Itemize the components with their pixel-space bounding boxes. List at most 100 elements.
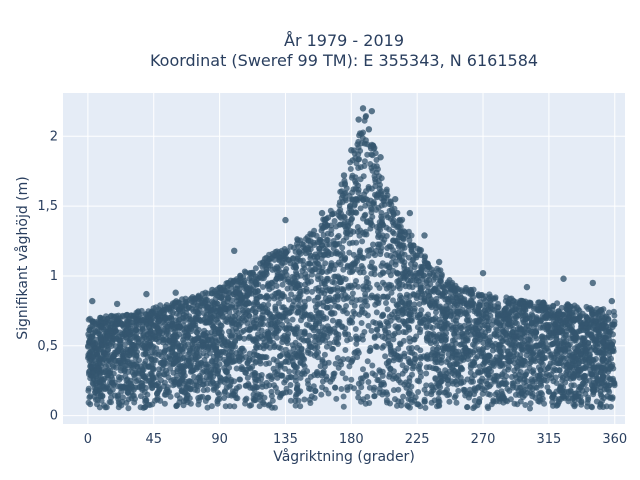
data-point bbox=[565, 361, 572, 368]
data-point bbox=[361, 231, 368, 238]
data-point bbox=[187, 368, 194, 375]
data-point bbox=[167, 314, 174, 321]
data-point bbox=[183, 298, 190, 305]
data-point bbox=[176, 347, 183, 354]
data-point bbox=[121, 385, 128, 391]
data-point bbox=[256, 394, 263, 400]
data-point bbox=[135, 308, 142, 315]
data-point bbox=[377, 251, 384, 258]
data-point bbox=[415, 401, 422, 408]
data-point bbox=[493, 326, 500, 333]
data-point bbox=[387, 252, 394, 259]
data-point bbox=[508, 344, 515, 351]
data-point bbox=[534, 372, 541, 379]
data-point bbox=[341, 177, 348, 184]
data-point bbox=[180, 311, 187, 318]
data-point bbox=[287, 280, 294, 287]
data-point bbox=[473, 326, 480, 333]
data-point bbox=[102, 363, 109, 370]
data-point bbox=[550, 303, 557, 310]
data-point bbox=[87, 393, 94, 400]
data-point bbox=[195, 310, 202, 317]
data-point bbox=[174, 340, 181, 347]
data-point bbox=[311, 227, 318, 234]
data-point bbox=[502, 298, 509, 304]
data-point bbox=[584, 399, 591, 406]
data-point bbox=[383, 224, 390, 231]
data-point bbox=[267, 338, 274, 345]
data-point bbox=[93, 336, 100, 343]
data-point bbox=[183, 362, 190, 369]
data-point bbox=[339, 370, 346, 377]
data-point bbox=[314, 354, 321, 361]
data-point bbox=[339, 275, 346, 282]
data-point bbox=[430, 387, 437, 394]
data-point bbox=[161, 400, 168, 407]
data-point bbox=[434, 322, 441, 329]
data-point bbox=[122, 346, 129, 353]
data-point bbox=[163, 335, 170, 342]
data-point bbox=[390, 247, 396, 254]
data-point bbox=[362, 298, 369, 305]
data-point bbox=[302, 274, 309, 281]
data-point bbox=[588, 371, 595, 378]
data-point bbox=[570, 401, 577, 408]
data-point bbox=[468, 286, 474, 293]
data-point bbox=[462, 344, 469, 351]
data-point bbox=[347, 202, 354, 209]
data-point bbox=[490, 398, 497, 405]
data-point bbox=[375, 234, 382, 240]
data-point bbox=[271, 295, 278, 302]
data-point bbox=[377, 322, 384, 328]
data-point bbox=[472, 333, 479, 340]
data-point bbox=[383, 186, 390, 193]
data-point bbox=[339, 250, 346, 257]
data-point bbox=[505, 308, 512, 315]
data-point bbox=[498, 354, 505, 360]
data-point bbox=[538, 317, 545, 324]
data-point bbox=[289, 316, 296, 323]
data-point bbox=[271, 382, 277, 389]
data-point bbox=[416, 329, 423, 336]
data-point bbox=[250, 319, 257, 326]
data-point bbox=[340, 213, 347, 220]
data-point bbox=[273, 283, 280, 289]
data-point bbox=[160, 383, 167, 390]
data-point bbox=[550, 319, 557, 326]
data-point bbox=[611, 318, 618, 325]
data-point bbox=[265, 296, 272, 303]
data-point bbox=[241, 300, 248, 307]
data-point bbox=[421, 386, 428, 393]
data-point bbox=[387, 365, 394, 372]
data-point bbox=[287, 260, 294, 267]
data-point bbox=[330, 345, 336, 352]
data-point bbox=[139, 387, 146, 393]
data-point bbox=[314, 344, 321, 351]
data-point bbox=[549, 340, 556, 347]
data-point bbox=[314, 260, 321, 266]
data-point bbox=[258, 275, 265, 282]
data-point bbox=[475, 369, 482, 376]
data-point bbox=[518, 325, 525, 332]
data-point bbox=[195, 292, 202, 299]
data-point bbox=[401, 251, 408, 258]
data-point bbox=[421, 316, 428, 323]
data-point bbox=[241, 335, 248, 342]
data-point bbox=[144, 391, 151, 398]
data-point bbox=[543, 315, 549, 322]
data-point bbox=[408, 244, 415, 251]
data-point bbox=[249, 385, 256, 392]
data-point bbox=[165, 374, 172, 381]
data-point bbox=[125, 405, 132, 412]
data-point bbox=[221, 389, 228, 396]
data-point bbox=[390, 237, 397, 244]
data-point bbox=[399, 281, 406, 288]
data-point bbox=[565, 345, 572, 352]
data-point bbox=[584, 325, 591, 332]
data-point bbox=[120, 394, 126, 401]
data-point bbox=[457, 325, 464, 332]
data-point bbox=[139, 370, 146, 377]
data-point bbox=[309, 288, 315, 295]
data-point bbox=[604, 393, 611, 400]
data-point bbox=[272, 305, 279, 312]
